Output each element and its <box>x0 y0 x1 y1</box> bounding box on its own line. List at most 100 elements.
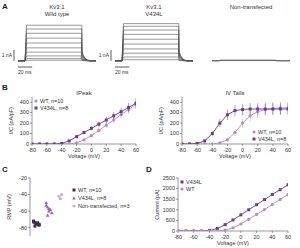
marker <box>182 142 184 144</box>
x-tick-label: 40 <box>269 234 275 240</box>
current-trace <box>115 26 193 60</box>
marker <box>38 142 41 144</box>
panel-subtitle: Wild type <box>45 11 70 17</box>
marker <box>68 142 71 144</box>
marker <box>200 229 203 231</box>
marker <box>279 188 282 191</box>
y-axis-label: Current (pA) <box>154 189 160 219</box>
marker <box>255 213 258 216</box>
y-tick-label: 1500 <box>163 196 175 202</box>
marker <box>46 213 50 216</box>
y-axis-label: I/C (pA/pF) <box>8 107 14 134</box>
marker <box>239 213 242 216</box>
marker <box>216 229 219 231</box>
error-bar <box>212 131 213 136</box>
series-line <box>32 103 136 144</box>
x-tick-label: 40 <box>270 147 276 153</box>
scale-label: 20 ms <box>115 69 129 75</box>
y-tick-label: 1000 <box>163 207 175 213</box>
marker <box>203 142 206 144</box>
y-tick <box>180 102 182 103</box>
legend-label: V434L, n=8 <box>40 105 68 111</box>
marker <box>34 99 37 102</box>
marker <box>218 122 221 125</box>
x-tick-label: -20 <box>221 234 229 240</box>
x-tick-label: 60 <box>285 234 291 240</box>
x-tick-label: 60 <box>133 147 139 153</box>
marker <box>249 108 252 111</box>
y-axis-label: RMP (mV) <box>6 194 12 220</box>
marker <box>241 108 244 111</box>
scale-label: 1 nA <box>2 52 13 58</box>
marker <box>226 113 229 116</box>
series-line <box>32 104 136 144</box>
plot-marks <box>32 193 63 228</box>
panel-title: Kv3.1 <box>146 4 162 10</box>
error-bar <box>219 119 220 127</box>
marker <box>252 130 255 133</box>
marker <box>72 196 76 199</box>
error-bar <box>288 102 289 115</box>
y-tick <box>30 102 32 103</box>
marker <box>232 218 235 221</box>
marker <box>32 220 35 223</box>
marker <box>233 131 236 134</box>
x-tick-label: 0 <box>90 147 93 153</box>
marker <box>112 114 115 117</box>
marker <box>256 108 259 111</box>
y-tick-label: 500 <box>166 217 175 223</box>
panel-letter: C <box>2 165 8 174</box>
marker <box>72 204 75 207</box>
legend-label: WT, n=10 <box>78 187 101 193</box>
current-trace <box>18 25 96 61</box>
error-bar <box>272 103 273 114</box>
panel-title: Kv3.1 <box>49 4 65 10</box>
marker <box>271 193 274 196</box>
marker <box>247 218 250 221</box>
y-tick <box>30 133 32 134</box>
legend-label: Non-transfected, n=3 <box>78 203 130 209</box>
scale-bar-x <box>115 67 129 68</box>
plot-marks <box>32 98 136 144</box>
legend: V434LWT <box>180 179 202 192</box>
y-tick <box>176 209 178 210</box>
x-axis-label: Voltage (mV) <box>217 240 249 246</box>
error-bar <box>113 112 114 119</box>
x-tick-label: -20 <box>73 147 81 153</box>
y-tick <box>28 227 30 228</box>
legend-label: V434L <box>186 179 202 185</box>
marker <box>234 109 237 112</box>
x-tick-label: -60 <box>43 147 51 153</box>
marker <box>218 141 221 144</box>
legend-label: WT, n=10 <box>258 129 281 135</box>
marker <box>224 223 227 226</box>
marker <box>181 181 184 184</box>
y-axis-label: I/C (pA/pF) <box>158 107 164 134</box>
error-bar <box>204 140 205 142</box>
y-tick-label: 2000 <box>163 185 175 191</box>
marker <box>211 132 214 135</box>
marker <box>247 208 250 211</box>
plot-marks <box>178 183 288 231</box>
error-bar <box>235 105 236 116</box>
error-bar <box>288 103 289 114</box>
y-tick-label: -40 <box>19 191 27 197</box>
marker <box>211 142 214 144</box>
error-bar <box>227 110 228 120</box>
marker <box>231 226 234 229</box>
current-trace <box>212 60 290 62</box>
y-tick <box>176 178 178 179</box>
x-tick-label: 40 <box>118 147 124 153</box>
y-tick <box>180 133 182 134</box>
marker <box>97 123 100 126</box>
error-bar <box>242 104 243 115</box>
x-tick-label: -80 <box>174 234 182 240</box>
marker <box>120 110 123 113</box>
error-bar <box>121 107 122 115</box>
scale-bar-y <box>111 50 112 61</box>
x-axis-label: Voltage (mV) <box>68 153 100 159</box>
marker <box>68 139 71 142</box>
y-tick-label: 100 <box>20 130 29 136</box>
y-tick <box>176 220 178 221</box>
marker <box>241 122 244 125</box>
